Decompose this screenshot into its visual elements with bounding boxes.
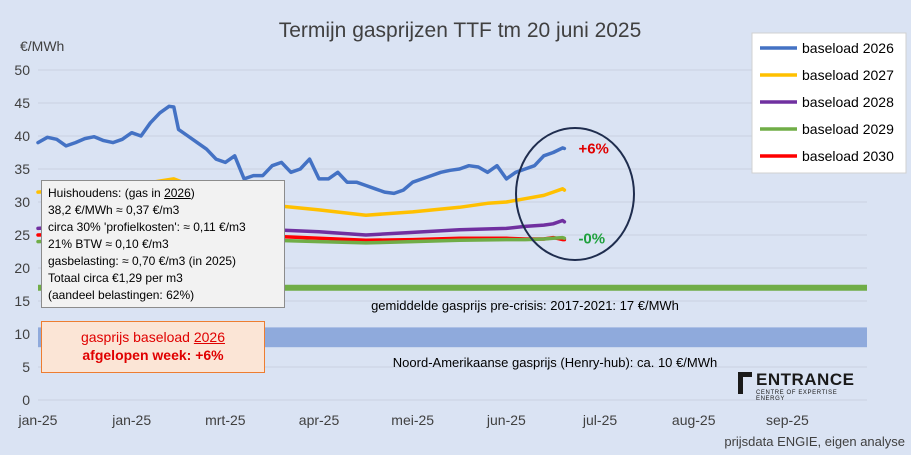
legend-label: baseload 2030 [802, 148, 894, 164]
x-tick-label: apr-25 [299, 412, 340, 428]
household-cost-infobox: Huishoudens: (gas in 2026) 38,2 €/MWh ≈ … [41, 180, 285, 308]
y-tick-label: 0 [22, 392, 30, 408]
weekly-change-title-year: 2026 [193, 329, 225, 345]
y-axis-label: €/MWh [20, 38, 64, 54]
weekly-change-value: afgelopen week: +6% [82, 347, 224, 363]
y-tick-label: 25 [14, 227, 30, 243]
legend-label: baseload 2026 [802, 40, 894, 56]
infobox-line-1-suffix: ) [190, 186, 195, 200]
x-tick-label: sep-25 [766, 412, 809, 428]
y-tick-label: 30 [14, 194, 30, 210]
entrance-logo-mark-icon [738, 372, 752, 394]
infobox-line-1-year: 2026 [164, 186, 191, 200]
entrance-logo: ENTRANCE CENTRE OF EXPERTISE ENERGY [738, 370, 862, 402]
y-tick-label: 40 [14, 128, 30, 144]
annotation-label: -0% [578, 230, 605, 247]
data-credit: prijsdata ENGIE, eigen analyse [724, 434, 905, 449]
x-tick-label: jul-25 [582, 412, 617, 428]
x-tick-label: mrt-25 [205, 412, 246, 428]
y-tick-label: 45 [14, 95, 30, 111]
x-tick-label: aug-25 [672, 412, 716, 428]
weekly-change-title-prefix: gasprijs baseload [80, 329, 194, 345]
x-tick-label: jan-25 [111, 412, 151, 428]
infobox-line-3: circa 30% 'profielkosten': ≈ 0,11 €/m3 [48, 220, 246, 234]
y-tick-label: 50 [14, 62, 30, 78]
legend: baseload 2026 baseload 2027 baseload 2028 b… [751, 32, 907, 174]
legend-label: baseload 2027 [802, 67, 894, 83]
infobox-line-1-prefix: Huishoudens: (gas in [48, 186, 165, 200]
legend-label: baseload 2029 [802, 121, 894, 137]
y-tick-label: 5 [22, 359, 30, 375]
weekly-change-box: gasprijs baseload 2026 afgelopen week: +… [41, 321, 265, 373]
entrance-logo-subtitle: CENTRE OF EXPERTISE ENERGY [756, 390, 838, 402]
x-tick-label: jun-25 [486, 412, 526, 428]
infobox-line-5: gasbelasting: ≈ 0,70 €/m3 (in 2025) [48, 254, 237, 268]
highlight-circle [515, 127, 635, 261]
x-axis-ticks: jan-25 jan-25 mrt-25 apr-25 mei-25 jun-25 jul-… [18, 412, 809, 428]
legend-label: baseload 2028 [802, 94, 894, 110]
x-tick-label: jan-25 [18, 412, 58, 428]
chart-title: Termijn gasprijzen TTF tm 20 juni 2025 [279, 19, 642, 42]
x-tick-label: mei-25 [391, 412, 434, 428]
annotation-label: +6% [578, 141, 608, 158]
infobox-line-6: Totaal circa €1,29 per m3 [48, 271, 183, 285]
annotations: +6% -0% [578, 141, 608, 248]
y-tick-label: 15 [14, 293, 30, 309]
series-line-0 [36, 104, 567, 196]
infobox-line-4: 21% BTW ≈ 0,10 €/m3 [48, 237, 169, 251]
weekly-change-title: gasprijs baseload 2026 [42, 328, 264, 346]
pre-crisis-label: gemiddelde gasprijs pre-crisis: 2017-202… [371, 298, 679, 313]
y-axis-ticks: 0 5 10 15 20 25 30 35 40 45 50 [14, 62, 30, 408]
infobox-line-2: 38,2 €/MWh ≈ 0,37 €/m3 [48, 203, 180, 217]
y-tick-label: 10 [14, 326, 30, 342]
infobox-line-1: Huishoudens: (gas in 2026) [48, 185, 278, 202]
y-tick-label: 20 [14, 260, 30, 276]
y-tick-label: 35 [14, 161, 30, 177]
henry-hub-label: Noord-Amerikaanse gasprijs (Henry-hub): … [393, 355, 717, 370]
entrance-logo-word: ENTRANCE [756, 370, 855, 389]
infobox-line-7: (aandeel belastingen: 62%) [48, 288, 195, 302]
